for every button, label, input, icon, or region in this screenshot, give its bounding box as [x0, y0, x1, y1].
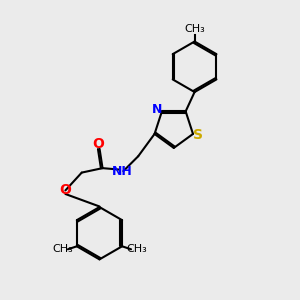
Text: CH₃: CH₃	[126, 244, 147, 254]
Text: O: O	[92, 137, 104, 152]
Text: N: N	[152, 103, 163, 116]
Text: NH: NH	[112, 165, 132, 178]
Text: CH₃: CH₃	[184, 24, 205, 34]
Text: CH₃: CH₃	[52, 244, 73, 254]
Text: S: S	[193, 128, 203, 142]
Text: O: O	[59, 183, 71, 197]
